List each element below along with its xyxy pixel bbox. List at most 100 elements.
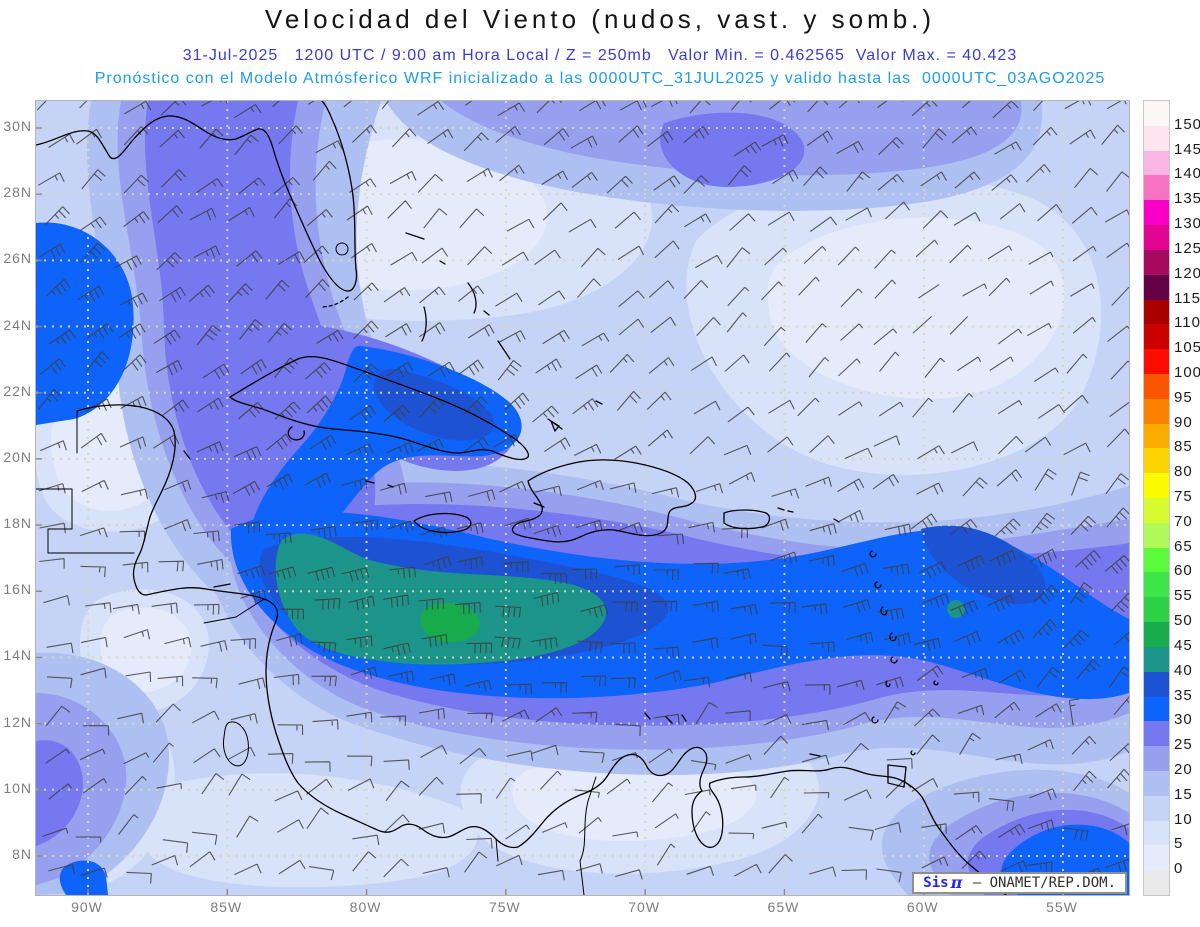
axis-ticks (36, 127, 1064, 895)
colorbar-tick-label: 75 (1174, 488, 1193, 505)
colorbar-cell (1144, 225, 1169, 250)
border-colombia-venezuela (579, 776, 597, 895)
colorbar-tick-label: 130 (1174, 215, 1200, 233)
borders-misc (203, 598, 499, 862)
page-title: Velocidad del Viento (nudos, vast. y som… (264, 4, 936, 34)
colorbar-tick-label: 90 (1174, 413, 1193, 431)
lat-label: 10N (3, 779, 32, 796)
coastline-layer (36, 101, 1007, 895)
colorbar-cell (1144, 547, 1169, 573)
watermark-pi-icon: π (950, 872, 963, 892)
wind-barbs (36, 101, 1129, 884)
lon-label: 60W (906, 899, 939, 915)
lon-label: 55W (1046, 899, 1078, 915)
lon-label: 65W (767, 899, 800, 915)
wind-barbs-layer (36, 101, 1129, 884)
colorbar-cell (1144, 274, 1169, 300)
colorbar-cell (1144, 845, 1169, 871)
colorbar-cell (1144, 795, 1169, 821)
colorbar-cell (1144, 175, 1169, 201)
colorbar-tick-label: 80 (1174, 463, 1193, 481)
colorbar-tick-label: 70 (1174, 512, 1193, 530)
colorbar-tick-label: 135 (1174, 190, 1200, 208)
subtitle-model: Pronóstico con el Modelo Atmósferico WRF… (94, 70, 1106, 87)
lat-label: 22N (3, 382, 32, 399)
colorbar (1143, 100, 1170, 896)
colorbar-cell (1144, 721, 1169, 747)
wind-map-svg (36, 101, 1129, 895)
florida-keys (320, 296, 349, 308)
lon-label: 90W (71, 899, 103, 915)
lat-label: 24N (3, 316, 32, 333)
wind-speed-shading-layer (36, 101, 1129, 895)
colorbar-tick-label: 30 (1174, 711, 1193, 729)
map-canvas: Sis π – ONAMET/REP.DOM. (35, 100, 1130, 896)
colorbar-tick-label: 5 (1174, 835, 1184, 853)
colorbar-tick-label: 45 (1174, 636, 1193, 654)
colorbar-tick-label: 0 (1174, 860, 1184, 878)
colorbar-cell (1144, 646, 1169, 672)
colorbar-tick-label: 125 (1174, 239, 1200, 257)
lake-nicaragua (223, 721, 249, 767)
colorbar-cell (1144, 770, 1169, 796)
colorbar-tick-label: 110 (1174, 314, 1200, 332)
colorbar-cell (1144, 622, 1169, 647)
lat-label: 30N (3, 118, 32, 134)
colorbar-tick-label: 85 (1174, 438, 1193, 456)
lat-label: 28N (3, 184, 32, 201)
watermark-onamet: – ONAMET/REP.DOM. (964, 875, 1116, 891)
colorbar-cell (1144, 746, 1169, 771)
colorbar-cell (1144, 423, 1169, 449)
colorbar-cell (1144, 299, 1169, 325)
colorbar-cell (1144, 448, 1169, 474)
colorbar-cell (1144, 870, 1169, 895)
colorbar-tick-label: 15 (1174, 785, 1193, 803)
colorbar-cell (1144, 200, 1169, 226)
colorbar-cell (1144, 150, 1169, 176)
gonave (533, 502, 545, 508)
lon-label: 80W (349, 899, 382, 915)
colorbar-tick-label: 25 (1174, 736, 1193, 754)
lat-label: 20N (3, 448, 32, 465)
coast-us-florida (36, 101, 358, 292)
colorbar-cell (1144, 349, 1169, 374)
colorbar-cell (1144, 101, 1169, 126)
colorbar-tick-label: 10 (1174, 810, 1193, 828)
coast-centralamerica-southamerica (76, 404, 1007, 895)
colorbar-tick-label: 100 (1174, 363, 1200, 381)
lon-label: 85W (210, 899, 243, 915)
lon-label: 70W (628, 899, 661, 915)
colorbar-cell (1144, 671, 1169, 697)
lat-label: 16N (3, 581, 32, 598)
colorbar-tick-label: 55 (1174, 587, 1193, 605)
trinidad (887, 764, 907, 788)
lat-label: 8N (12, 845, 32, 862)
colorbar-tick-label: 60 (1174, 562, 1193, 580)
colorbar-tick-label: 50 (1174, 612, 1193, 630)
watermark-sis: Sis (923, 875, 949, 891)
lat-label: 26N (3, 250, 32, 267)
border-guatemala (36, 410, 135, 554)
colorbar-tick-label: 120 (1174, 264, 1200, 282)
colorbar-cell (1144, 125, 1169, 151)
lat-label: 12N (3, 713, 32, 730)
colorbar-cell (1144, 572, 1169, 598)
colorbar-cell (1144, 249, 1169, 275)
colorbar-tick-label: 105 (1174, 339, 1200, 357)
coast-jamaica (413, 512, 472, 534)
coast-puerto-rico (723, 509, 771, 530)
colorbar-tick-label: 140 (1174, 165, 1200, 183)
watermark-box: Sis π – ONAMET/REP.DOM. (912, 872, 1127, 894)
lat-label: 14N (3, 647, 32, 664)
lesser-antilles (550, 420, 939, 757)
colorbar-cell (1144, 498, 1169, 523)
colorbar-tick-label: 150 (1174, 115, 1200, 133)
subtitle-validtime: 31-Jul-2025 1200 UTC / 9:00 am Hora Loca… (182, 47, 1018, 64)
coast-cuba (229, 355, 530, 461)
colorbar-tick-label: 145 (1174, 140, 1200, 158)
lake-okeechobee (335, 242, 349, 256)
colorbar-tick-label: 20 (1174, 760, 1193, 778)
cozumel-roatan (183, 450, 231, 588)
lat-label: 18N (3, 515, 32, 532)
